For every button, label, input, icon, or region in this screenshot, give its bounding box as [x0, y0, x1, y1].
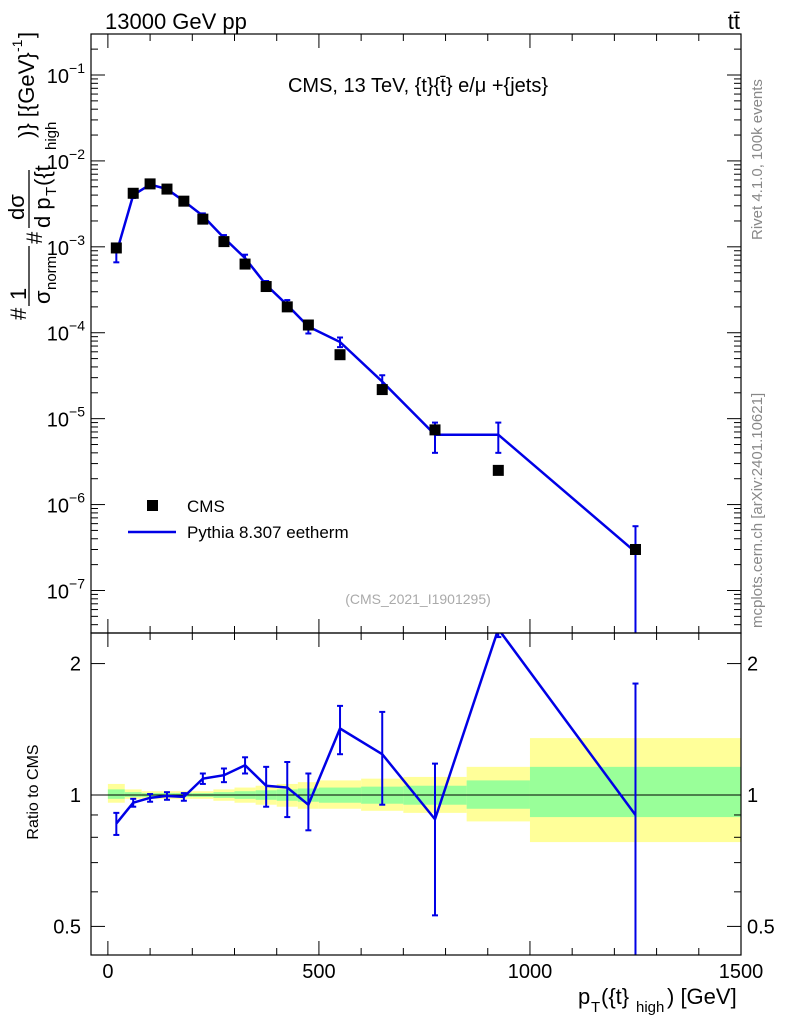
- ylabel-hash2: #: [22, 231, 47, 244]
- ratio-ylabel: Ratio to CMS: [25, 744, 42, 839]
- ratio-y-tick-label: 2: [70, 654, 81, 676]
- ylabel-dpt: d p: [30, 197, 55, 228]
- ylabel-one: 1: [6, 288, 31, 300]
- main-ylabel: # 1 σ norm # dσ d p T ({t high )} [{GeV}…: [4, 32, 60, 320]
- xlabel-high: high: [636, 999, 664, 1016]
- main-title: CMS, 13 TeV, {t}{t̄} e/μ +{jets}: [288, 75, 548, 97]
- ylabel-norm: norm: [43, 256, 60, 290]
- cms-data-point: [161, 183, 173, 195]
- ratio-axes: 0.5 0.5 1 1 2 2 0 500 1000 1500: [53, 633, 775, 983]
- y-tick-label: 10−7: [47, 575, 85, 603]
- xlabel: p T ({t} high ) [GeV]: [578, 984, 737, 1016]
- cms-data-point: [239, 258, 251, 270]
- cms-data-point: [334, 349, 346, 361]
- ylabel-exp: -1: [9, 39, 25, 52]
- ylabel-dsig: dσ: [4, 194, 29, 220]
- ylabel-sigma: σ: [30, 290, 55, 304]
- ratio-frame: [90, 632, 742, 956]
- ratio-plot-content: [91, 633, 741, 955]
- cms-data-point: [302, 319, 314, 331]
- y-tick-label: 10−1: [47, 60, 85, 88]
- ratio-y-tick-label: 0.5: [53, 916, 81, 938]
- cms-data-point: [218, 236, 230, 248]
- xlabel-p: p: [578, 984, 590, 1009]
- xlabel-arg: ({t}: [601, 984, 629, 1009]
- cms-data-point: [260, 281, 272, 293]
- cms-data-point: [629, 543, 641, 555]
- xlabel-unit: ) [GeV]: [667, 984, 737, 1009]
- ylabel-T: T: [43, 187, 60, 196]
- x-tick-label: 1000: [508, 961, 553, 983]
- ylabel-close: )} [{GeV}: [14, 52, 39, 138]
- x-tick-label: 0: [102, 961, 113, 983]
- ylabel-hash1: #: [6, 307, 31, 320]
- ratio-y-tick-label-right: 2: [747, 654, 758, 676]
- main-panel: 10−1 10−2 10−3 10−4 10−5 10−6 10−7 CMS, 13 TeV…: [4, 32, 742, 634]
- x-tick-label: 1500: [719, 961, 764, 983]
- cms-data-point: [429, 424, 441, 436]
- header-right: tt̄: [728, 9, 740, 34]
- cms-data-point: [127, 187, 139, 199]
- ylabel-high: high: [43, 122, 60, 150]
- ylabel-arg: ({t: [30, 165, 55, 186]
- ratio-line: [115, 633, 637, 825]
- cms-data-point: [281, 301, 293, 313]
- legend: CMS Pythia 8.307 eetherm: [128, 497, 349, 542]
- ylabel-end: ]: [14, 32, 39, 38]
- mcplots-label: mcplots.cern.ch [arXiv:2401.10621]: [749, 393, 766, 628]
- legend-marker-cms: [147, 500, 158, 511]
- main-axes: 10−1 10−2 10−3 10−4 10−5 10−6 10−7: [47, 34, 742, 633]
- ratio-band-green: [107, 789, 125, 799]
- main-frame: [90, 33, 742, 634]
- y-tick-label: 10−3: [47, 232, 85, 260]
- rivet-label: Rivet 4.1.0, 100k events: [749, 79, 766, 240]
- y-tick-label: 10−5: [47, 404, 85, 432]
- cms-data-point: [178, 195, 190, 207]
- xlabel-T: T: [591, 999, 600, 1016]
- cms-data-point: [197, 213, 209, 225]
- main-plot-content: [110, 178, 641, 633]
- y-tick-label: 10−6: [47, 490, 85, 518]
- cms-data-point: [492, 464, 504, 476]
- cms-data-point: [110, 242, 122, 254]
- ratio-panel: 0.5 0.5 1 1 2 2 0 500 1000 1500 Ratio to CMS p T …: [25, 632, 775, 1016]
- legend-label-cms: CMS: [187, 497, 225, 516]
- cms-data-point: [376, 384, 388, 396]
- legend-label-pythia: Pythia 8.307 eetherm: [187, 523, 349, 542]
- ratio-y-tick-label-right: 0.5: [747, 916, 775, 938]
- watermark: (CMS_2021_I1901295): [345, 591, 491, 607]
- pythia-line: [115, 183, 637, 554]
- x-tick-label: 500: [302, 961, 335, 983]
- y-tick-label: 10−4: [47, 318, 85, 346]
- header-left: 13000 GeV pp: [105, 9, 247, 34]
- ratio-y-tick-label: 1: [70, 785, 81, 807]
- y-tick-label: 10−2: [47, 146, 85, 174]
- ratio-y-tick-label-right: 1: [747, 785, 758, 807]
- cms-data-point: [144, 178, 156, 190]
